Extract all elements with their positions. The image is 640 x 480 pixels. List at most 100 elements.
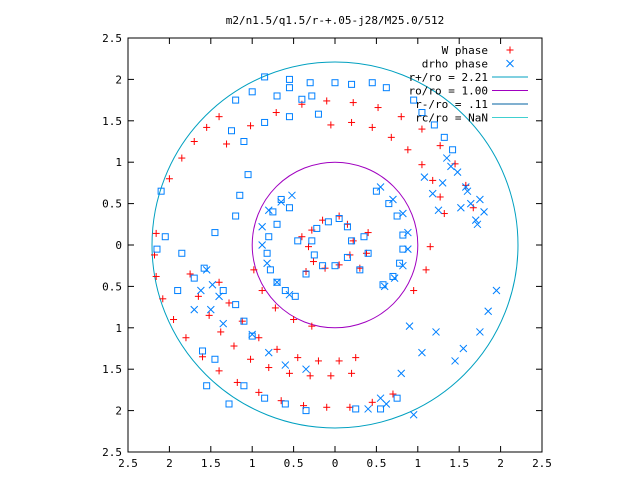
data-point — [348, 118, 356, 126]
data-point — [269, 208, 277, 216]
data-point — [285, 75, 293, 83]
data-point — [368, 79, 376, 87]
data-point — [233, 378, 241, 386]
data-point — [430, 121, 438, 129]
data-point — [291, 292, 299, 300]
x-tick-label: 2.5 — [532, 457, 552, 470]
data-point — [294, 354, 302, 362]
data-point — [281, 400, 289, 408]
data-point — [152, 229, 160, 237]
data-point — [349, 237, 357, 245]
reference-circles — [151, 61, 519, 429]
data-point — [420, 173, 429, 181]
data-point — [308, 237, 316, 245]
data-point — [285, 113, 293, 121]
data-point — [397, 113, 405, 121]
data-point — [492, 286, 501, 295]
y-tick-label: 2 — [115, 405, 122, 418]
data-point — [396, 259, 404, 267]
data-point — [422, 266, 430, 274]
data-point — [449, 146, 457, 154]
data-point — [466, 199, 475, 208]
data-point — [298, 233, 306, 241]
data-point — [356, 264, 364, 272]
data-point — [410, 96, 418, 104]
data-point — [410, 287, 418, 295]
data-point — [348, 80, 356, 88]
data-point — [208, 280, 217, 289]
chart-title: m2/n1.5/q1.5/r-+.05-j28/M25.0/512 — [226, 14, 445, 27]
data-point — [364, 405, 372, 413]
data-point — [310, 251, 318, 259]
legend-label: r+/ro = 2.21 — [409, 71, 488, 84]
legend-label: rc/ro = NaN — [415, 112, 488, 125]
data-point — [352, 405, 360, 413]
data-point — [476, 328, 484, 336]
data-point — [285, 204, 293, 212]
x-tick-label: 0.5 — [284, 457, 304, 470]
data-point — [264, 348, 273, 357]
data-point — [186, 270, 194, 278]
data-point — [219, 287, 227, 295]
data-point — [389, 272, 397, 280]
data-point — [248, 332, 256, 340]
y-tick-label: 1.5 — [102, 115, 122, 128]
data-point — [404, 146, 412, 154]
data-point — [376, 183, 385, 191]
data-series — [150, 73, 501, 419]
data-point — [442, 154, 451, 162]
data-point — [271, 304, 279, 312]
data-point — [170, 316, 178, 324]
data-point — [397, 369, 406, 378]
data-point — [426, 243, 434, 251]
data-point — [298, 95, 306, 103]
data-point — [434, 206, 443, 215]
data-point — [211, 229, 219, 237]
data-point — [261, 394, 269, 402]
data-point — [451, 357, 459, 365]
y-tick-label: 1 — [115, 322, 122, 335]
data-point — [457, 203, 465, 212]
data-point — [352, 354, 360, 362]
data-point — [294, 237, 302, 245]
data-point — [471, 216, 480, 225]
axis-ticks: 2.5 2 1.5 1 0.5 0 0.5 1 1.5 2 2.52.521.510.500.511… — [102, 32, 552, 470]
data-point — [327, 121, 335, 129]
x-tick-label: 0.5 — [366, 457, 386, 470]
data-point — [364, 229, 372, 237]
data-point — [200, 264, 208, 272]
data-point — [203, 123, 211, 131]
data-point — [308, 322, 316, 330]
data-point — [349, 99, 357, 107]
data-point — [331, 79, 339, 87]
data-point — [418, 125, 426, 133]
data-point — [190, 274, 198, 282]
data-point — [203, 382, 211, 390]
data-point — [308, 92, 316, 100]
data-point — [273, 278, 281, 287]
data-point — [306, 79, 314, 87]
data-point — [302, 365, 310, 374]
data-point — [453, 168, 462, 176]
data-point — [206, 305, 215, 314]
data-point — [368, 123, 376, 131]
data-point — [335, 212, 343, 220]
data-point — [266, 266, 274, 274]
data-point — [255, 388, 263, 396]
data-point — [194, 292, 202, 300]
data-point — [205, 311, 213, 319]
data-point — [157, 187, 165, 195]
series-1 — [190, 154, 501, 419]
data-point — [319, 262, 327, 270]
data-point — [335, 215, 343, 223]
data-point — [418, 348, 426, 357]
data-point — [232, 96, 240, 104]
x-tick-label: 1 — [249, 457, 256, 470]
data-point — [379, 281, 387, 289]
data-point — [272, 109, 280, 117]
data-point — [374, 104, 382, 112]
data-point — [343, 253, 351, 261]
data-point — [393, 212, 401, 220]
